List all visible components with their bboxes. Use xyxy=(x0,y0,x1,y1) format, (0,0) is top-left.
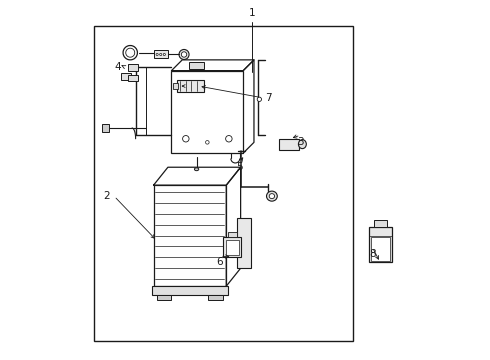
Ellipse shape xyxy=(163,53,166,55)
Bar xyxy=(370,237,390,261)
Bar xyxy=(122,73,131,80)
Ellipse shape xyxy=(225,135,232,142)
Bar xyxy=(279,139,299,149)
Bar xyxy=(225,239,239,255)
Bar xyxy=(153,185,226,286)
Bar xyxy=(172,71,243,153)
Bar xyxy=(101,125,109,132)
Bar xyxy=(208,295,222,301)
Bar xyxy=(128,75,138,81)
Bar xyxy=(95,26,353,341)
Text: 3: 3 xyxy=(297,138,304,147)
Bar xyxy=(374,220,387,226)
Bar xyxy=(157,295,171,301)
Ellipse shape xyxy=(205,140,209,144)
Text: 2: 2 xyxy=(103,191,110,201)
Text: 5: 5 xyxy=(236,162,243,172)
Bar xyxy=(368,226,392,262)
Bar xyxy=(228,232,237,237)
Bar xyxy=(190,62,204,69)
Ellipse shape xyxy=(179,49,189,59)
Ellipse shape xyxy=(298,140,306,149)
Ellipse shape xyxy=(195,168,199,171)
Ellipse shape xyxy=(257,97,262,102)
Bar xyxy=(128,64,138,71)
Text: 4: 4 xyxy=(114,62,121,72)
Text: 7: 7 xyxy=(265,93,271,103)
Bar xyxy=(173,83,177,89)
Ellipse shape xyxy=(160,53,162,55)
Bar xyxy=(237,218,251,268)
Ellipse shape xyxy=(269,194,274,199)
Ellipse shape xyxy=(267,191,277,201)
Bar xyxy=(152,286,228,295)
Text: 1: 1 xyxy=(249,8,255,18)
Text: 8: 8 xyxy=(369,248,376,258)
Text: 6: 6 xyxy=(217,257,223,267)
Ellipse shape xyxy=(181,52,187,57)
Ellipse shape xyxy=(156,53,158,55)
Bar xyxy=(177,80,204,92)
Ellipse shape xyxy=(183,135,189,142)
Bar xyxy=(223,237,242,257)
Bar xyxy=(153,50,168,58)
